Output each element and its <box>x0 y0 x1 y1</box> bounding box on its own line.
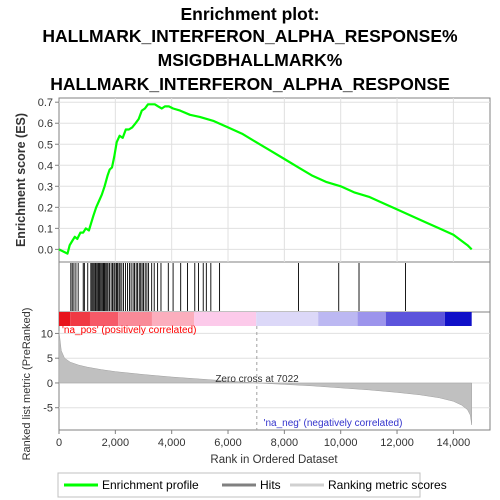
zero-cross-label: Zero cross at 7022 <box>215 374 299 385</box>
es-y-tick-label: 0.0 <box>38 244 53 256</box>
es-y-axis-label: Enrichment score (ES) <box>14 113 28 247</box>
heat-bar-segment <box>152 312 194 326</box>
metric-y-tick-label: 5 <box>47 353 53 365</box>
es-y-tick-label: 0.5 <box>38 139 53 151</box>
heat-bar-segment <box>194 312 256 326</box>
metric-y-ticks: -5 0 5 10 <box>41 328 59 414</box>
x-tick-label: 2,000 <box>102 437 130 449</box>
x-tick-label: 8,000 <box>271 437 299 449</box>
heat-bar-segment <box>59 312 70 326</box>
x-tick-label: 6,000 <box>214 437 242 449</box>
legend-label-hits: Hits <box>260 478 281 492</box>
x-axis-ticks: 0 2,000 4,000 6,000 8,000 10,000 12,000 14,000 <box>56 430 470 449</box>
heat-bar-segment <box>70 312 90 326</box>
x-tick-label: 10,000 <box>324 437 358 449</box>
metric-y-axis-label: Ranked list metric (PreRanked) <box>21 308 33 461</box>
heat-bar-segment <box>90 312 118 326</box>
heat-bar-segment <box>318 312 357 326</box>
legend-label-enrichment: Enrichment profile <box>102 478 199 492</box>
heat-bar-segment <box>358 312 386 326</box>
es-y-tick-label: 0.4 <box>38 160 53 172</box>
x-axis-label: Rank in Ordered Dataset <box>210 454 338 466</box>
es-y-ticks: 0.0 0.1 0.2 0.3 0.4 0.5 0.6 0.7 <box>38 97 59 256</box>
es-y-tick-label: 0.7 <box>38 97 53 109</box>
metric-y-tick-label: 10 <box>41 328 53 340</box>
es-y-tick-label: 0.6 <box>38 118 53 130</box>
heat-bar-segment <box>445 312 472 326</box>
heat-bar-segment <box>256 312 318 326</box>
x-tick-label: 12,000 <box>380 437 414 449</box>
es-y-tick-label: 0.3 <box>38 181 53 193</box>
heat-bar-segment <box>386 312 445 326</box>
es-y-tick-label: 0.2 <box>38 202 53 214</box>
heat-bar-segment <box>118 312 152 326</box>
legend-label-metric: Ranking metric scores <box>328 478 447 492</box>
es-y-tick-label: 0.1 <box>38 223 53 235</box>
metric-y-tick-label: -5 <box>43 403 53 415</box>
rank-heat-bar <box>59 312 472 326</box>
neg-label: 'na_neg' (negatively correlated) <box>264 418 403 429</box>
pos-label: 'na_pos' (positively correlated) <box>62 325 196 336</box>
x-tick-label: 14,000 <box>437 437 471 449</box>
metric-y-tick-label: 0 <box>47 378 53 390</box>
es-panel-frame <box>59 98 490 262</box>
x-tick-label: 4,000 <box>158 437 186 449</box>
x-tick-label: 0 <box>56 437 62 449</box>
